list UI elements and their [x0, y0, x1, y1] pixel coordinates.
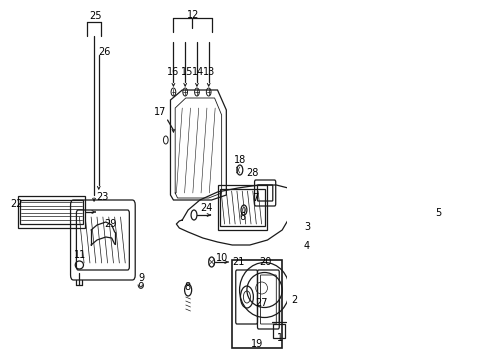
Text: 25: 25	[89, 11, 102, 21]
Text: 5: 5	[434, 208, 440, 218]
Text: 26: 26	[98, 47, 111, 57]
Text: 8: 8	[183, 282, 190, 292]
Bar	[20, 200, 83, 224]
Text: 1: 1	[276, 333, 283, 343]
Text: 3: 3	[303, 222, 309, 232]
Text: 6: 6	[239, 212, 245, 222]
Text: 23: 23	[97, 192, 109, 202]
Bar	[18, 196, 85, 228]
Bar	[232, 260, 282, 348]
Bar	[220, 189, 264, 226]
Text: 22: 22	[10, 199, 22, 209]
Text: 20: 20	[259, 257, 271, 267]
Text: 7: 7	[252, 193, 258, 203]
Text: 21: 21	[232, 257, 244, 267]
Text: 15: 15	[181, 67, 193, 77]
Text: 12: 12	[186, 10, 199, 20]
Text: 19: 19	[250, 339, 263, 349]
Text: 11: 11	[74, 250, 86, 260]
Text: 4: 4	[303, 241, 309, 251]
Text: 14: 14	[192, 67, 204, 77]
Text: 18: 18	[233, 155, 245, 165]
Text: 16: 16	[167, 67, 179, 77]
Text: 2: 2	[290, 295, 296, 305]
Bar	[217, 185, 267, 230]
Text: 28: 28	[246, 168, 259, 178]
Text: 24: 24	[201, 203, 213, 213]
Text: 27: 27	[255, 298, 267, 308]
Bar	[273, 324, 285, 338]
Text: 17: 17	[153, 107, 166, 117]
Text: 9: 9	[138, 273, 144, 283]
Text: 29: 29	[104, 219, 117, 229]
Text: 13: 13	[203, 67, 215, 77]
Text: 10: 10	[216, 253, 228, 263]
